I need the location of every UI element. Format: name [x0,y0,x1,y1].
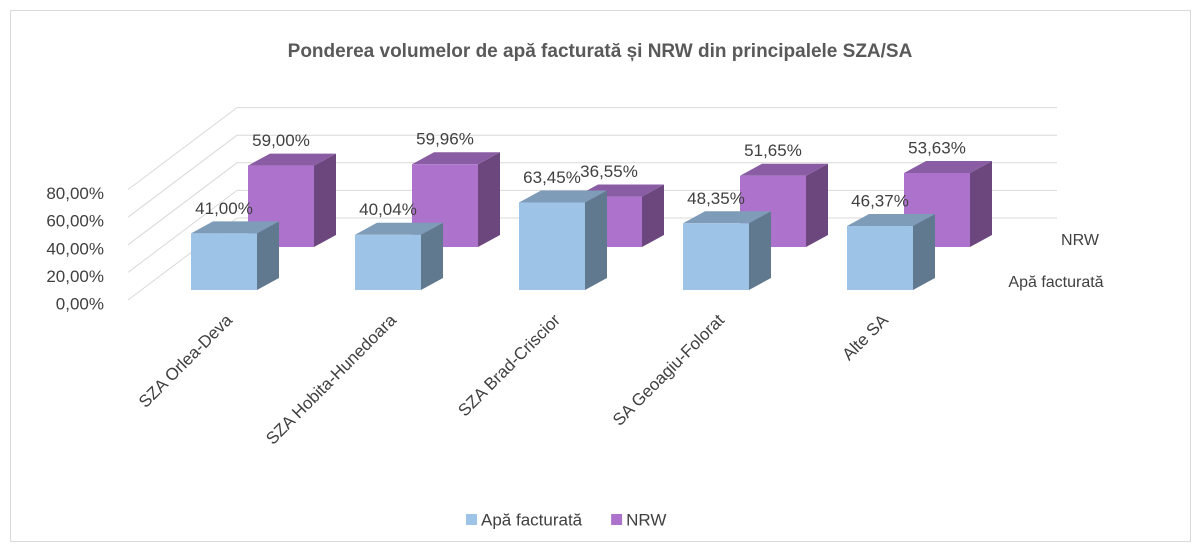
bar [683,223,749,290]
bar-top [355,222,443,235]
depth-label: Apă facturată [1008,274,1103,291]
grid-line-side [127,162,238,246]
bar-side [913,214,935,290]
bar-top [412,152,500,165]
grid-line-side [127,107,238,190]
bar [191,233,257,290]
bar-top [683,211,771,224]
bar-side [749,211,771,290]
bar [519,202,585,290]
chart-title: Ponderea volumelor de apă facturată și N… [288,41,913,62]
bar-side [478,152,500,247]
y-tick-label: 80,00% [46,184,104,203]
bar-top [248,153,336,166]
bar-side [806,163,828,247]
data-label: 40,04% [359,200,417,219]
data-label: 59,00% [252,131,310,150]
data-label: 51,65% [744,141,802,160]
data-label: 36,55% [580,162,638,181]
bar [847,226,913,290]
grid-line-side [127,190,238,273]
legend-label: NRW [626,510,666,529]
bar-side [314,153,336,247]
depth-label: NRW [1061,232,1100,249]
bar-side [970,160,992,247]
bar-top [904,160,992,173]
data-label: 63,45% [523,168,581,187]
bar-side [642,184,664,247]
data-label: 48,35% [687,189,745,208]
bar-side [421,222,443,290]
y-tick-label: 0,00% [56,294,104,313]
bar-top [519,190,607,203]
grid-line-side [127,134,238,218]
data-label: 59,96% [416,130,474,149]
legend-swatch [466,514,477,525]
y-tick-label: 20,00% [46,267,104,286]
bar [355,234,421,290]
bar-top [847,214,935,227]
y-tick-label: 40,00% [46,239,104,258]
data-label: 46,37% [851,191,909,210]
bar-side [585,190,607,290]
y-tick-label: 60,00% [46,212,104,231]
legend-swatch [611,514,623,525]
bar-side [257,221,279,290]
data-label: 53,63% [908,138,966,157]
bar-top [191,221,279,234]
legend-label: Apă facturată [481,510,583,529]
data-label: 41,00% [195,199,253,218]
bar-top [740,163,828,176]
